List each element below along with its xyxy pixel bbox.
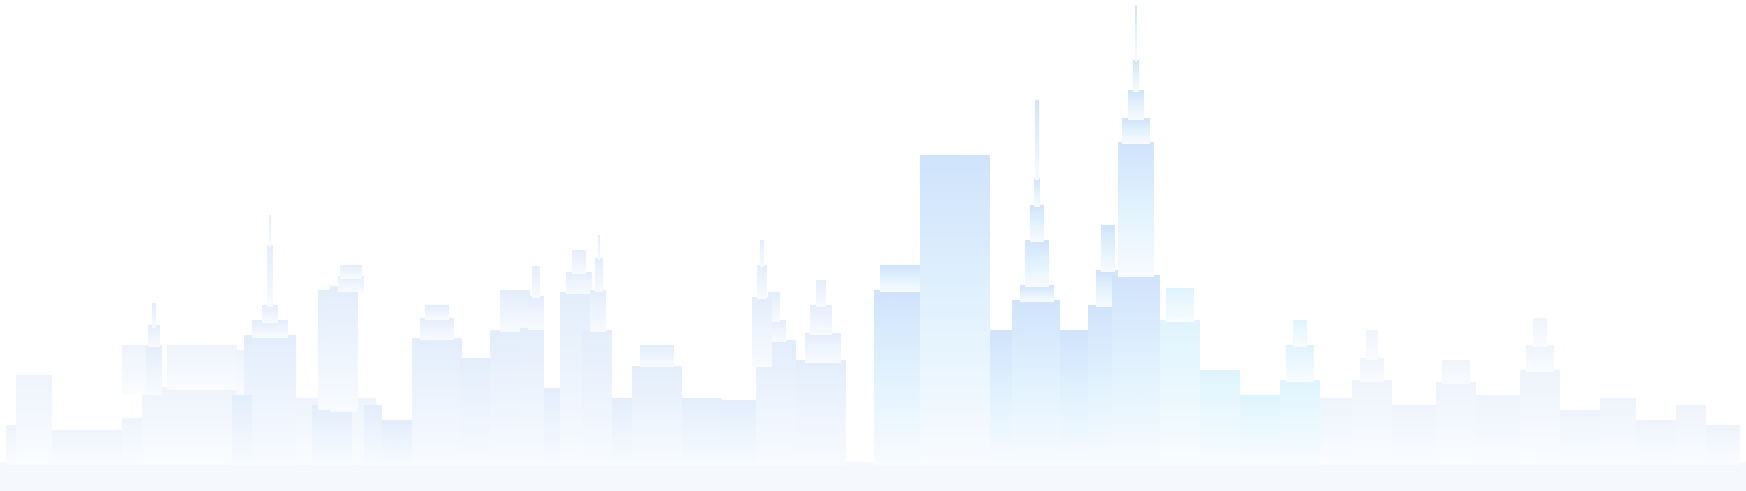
cluster-central-west [632, 280, 846, 465]
cluster-central-east [1160, 288, 1320, 465]
antenna-tower-605 [582, 235, 640, 465]
tower-240 [232, 215, 296, 465]
cluster-west [312, 265, 530, 465]
tallest-tower [1112, 5, 1160, 465]
left-spire-tower [146, 303, 162, 395]
central-block-tower [874, 155, 1020, 465]
cluster-east [1392, 318, 1560, 465]
ground-band [0, 462, 1746, 491]
tower-1360 [1320, 330, 1392, 465]
right-district [1560, 398, 1740, 465]
tower-760 [752, 240, 772, 367]
